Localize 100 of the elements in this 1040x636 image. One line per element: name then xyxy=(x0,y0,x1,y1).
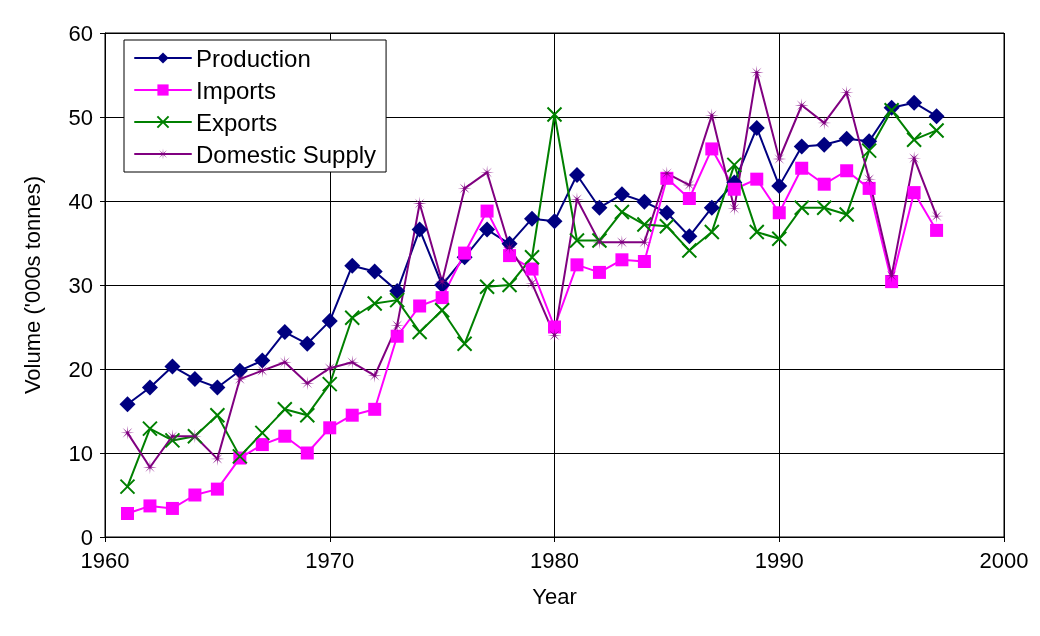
point xyxy=(186,371,203,388)
point xyxy=(570,258,584,272)
point xyxy=(323,421,337,435)
point xyxy=(705,142,719,156)
point xyxy=(344,257,361,274)
x-tick-label: 1980 xyxy=(530,547,579,573)
point xyxy=(321,313,338,330)
point xyxy=(748,119,765,136)
point xyxy=(839,85,854,100)
point xyxy=(255,363,270,378)
point xyxy=(681,228,698,245)
x-axis-title: Year xyxy=(532,583,577,609)
point xyxy=(165,501,179,515)
point xyxy=(389,282,406,299)
point xyxy=(592,265,606,279)
point xyxy=(862,181,876,195)
point xyxy=(928,122,945,139)
point xyxy=(300,446,314,460)
point xyxy=(479,221,496,238)
point xyxy=(411,324,428,341)
legend-label: Exports xyxy=(196,108,278,136)
point xyxy=(321,376,338,393)
point xyxy=(413,299,427,313)
point xyxy=(143,499,157,513)
point xyxy=(546,213,563,230)
point xyxy=(411,221,428,238)
point xyxy=(164,432,181,449)
point xyxy=(254,352,271,369)
y-tick-label: 30 xyxy=(68,272,93,298)
point xyxy=(300,376,315,391)
point xyxy=(501,277,518,293)
point xyxy=(750,172,764,186)
point xyxy=(613,203,630,220)
point xyxy=(345,408,359,422)
y-tick-label: 0 xyxy=(80,524,93,550)
point xyxy=(748,224,765,241)
point xyxy=(278,429,292,443)
point xyxy=(795,161,809,175)
point xyxy=(276,401,293,418)
point xyxy=(480,204,494,218)
point xyxy=(390,329,404,343)
y-tick-label: 10 xyxy=(68,440,93,466)
point xyxy=(503,249,517,263)
point xyxy=(141,379,158,396)
point xyxy=(613,186,630,203)
x-tick-label: 2000 xyxy=(979,547,1029,573)
point xyxy=(524,249,541,266)
point xyxy=(660,171,674,185)
point xyxy=(906,131,923,148)
y-tick-label: 60 xyxy=(68,20,93,46)
point xyxy=(548,320,561,334)
point xyxy=(345,355,360,370)
point xyxy=(817,177,831,191)
point xyxy=(771,230,788,247)
point xyxy=(141,420,158,437)
point xyxy=(120,506,134,520)
point xyxy=(658,204,675,221)
point xyxy=(458,246,472,260)
legend-label: Production xyxy=(196,44,311,72)
point xyxy=(366,295,383,312)
point xyxy=(681,242,698,259)
point xyxy=(389,292,406,309)
point xyxy=(299,335,316,352)
point xyxy=(434,302,451,319)
point xyxy=(366,263,383,280)
point xyxy=(771,177,788,194)
point xyxy=(637,254,651,268)
y-axis-title: Volume ('000s tonnes) xyxy=(19,175,45,395)
x-tick-label: 1960 xyxy=(80,547,130,573)
point xyxy=(568,232,585,249)
point xyxy=(703,224,720,241)
point xyxy=(119,396,136,413)
point xyxy=(794,98,809,113)
point xyxy=(907,186,921,200)
point xyxy=(861,142,878,159)
point xyxy=(524,210,541,227)
point xyxy=(412,196,427,211)
point xyxy=(568,166,585,183)
point xyxy=(435,291,449,305)
point xyxy=(255,438,269,452)
point xyxy=(906,94,923,111)
point xyxy=(547,328,562,343)
point xyxy=(727,201,742,216)
point xyxy=(793,138,810,155)
point xyxy=(479,278,496,295)
point xyxy=(277,355,292,370)
point xyxy=(119,478,136,495)
point xyxy=(838,206,855,223)
point xyxy=(861,133,878,150)
point xyxy=(299,407,316,424)
point xyxy=(636,216,653,233)
point xyxy=(209,379,226,396)
point xyxy=(816,199,833,216)
point xyxy=(636,193,653,210)
point xyxy=(210,482,224,496)
point xyxy=(188,488,202,502)
point xyxy=(793,199,810,216)
point xyxy=(546,106,563,123)
point xyxy=(231,362,248,379)
point xyxy=(816,136,833,153)
